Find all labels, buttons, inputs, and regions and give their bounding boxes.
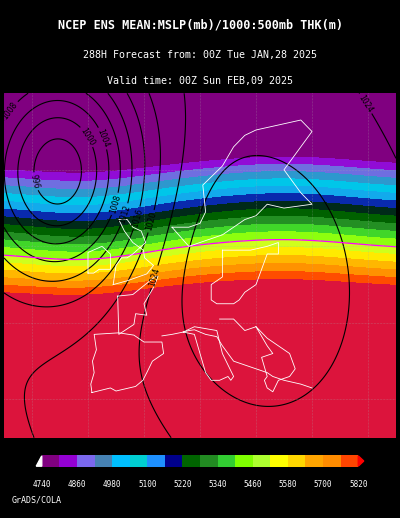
Text: 1016: 1016 [130,207,144,228]
Text: 1024: 1024 [357,93,375,114]
Text: 1004: 1004 [96,127,111,149]
Text: 1020: 1020 [144,211,158,232]
Text: GrADS/COLA: GrADS/COLA [12,495,62,505]
Text: 1000: 1000 [79,126,96,147]
FancyBboxPatch shape [59,455,77,467]
Text: 5700: 5700 [314,480,332,488]
FancyBboxPatch shape [77,455,94,467]
Text: 5580: 5580 [279,480,297,488]
Text: 5460: 5460 [244,480,262,488]
Text: 1024: 1024 [148,266,162,287]
Text: 996: 996 [29,174,41,190]
Text: 288H Forecast from: 00Z Tue JAN,28 2025: 288H Forecast from: 00Z Tue JAN,28 2025 [83,50,317,61]
FancyBboxPatch shape [147,455,165,467]
Text: Valid time: 00Z Sun FEB,09 2025: Valid time: 00Z Sun FEB,09 2025 [107,77,293,87]
FancyBboxPatch shape [323,455,341,467]
FancyBboxPatch shape [182,455,200,467]
Text: 1012: 1012 [117,204,132,225]
Text: 5220: 5220 [173,480,192,488]
FancyBboxPatch shape [253,455,270,467]
FancyBboxPatch shape [235,455,253,467]
Text: 5100: 5100 [138,480,156,488]
FancyBboxPatch shape [112,455,130,467]
Text: 1008: 1008 [108,194,122,214]
FancyBboxPatch shape [270,455,288,467]
FancyBboxPatch shape [130,455,147,467]
Text: 4740: 4740 [32,480,51,488]
Text: 4980: 4980 [103,480,121,488]
Text: 5820: 5820 [349,480,368,488]
Text: NCEP ENS MEAN:MSLP(mb)/1000:500mb THK(m): NCEP ENS MEAN:MSLP(mb)/1000:500mb THK(m) [58,19,342,32]
Polygon shape [36,456,42,466]
Text: 4860: 4860 [68,480,86,488]
FancyBboxPatch shape [42,455,59,467]
FancyBboxPatch shape [341,455,358,467]
FancyBboxPatch shape [165,455,182,467]
Text: 1008: 1008 [1,100,20,121]
FancyBboxPatch shape [306,455,323,467]
FancyBboxPatch shape [218,455,235,467]
FancyBboxPatch shape [288,455,306,467]
Polygon shape [358,456,364,466]
FancyBboxPatch shape [94,455,112,467]
FancyBboxPatch shape [200,455,218,467]
Text: 5340: 5340 [208,480,227,488]
